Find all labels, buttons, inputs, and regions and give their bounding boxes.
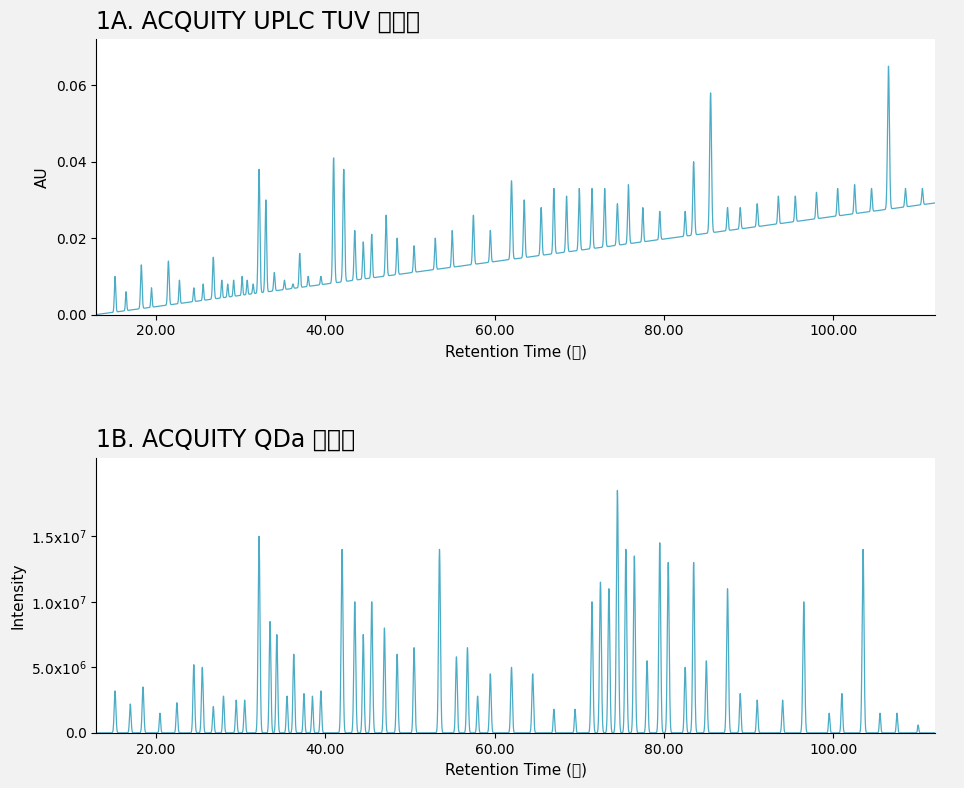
X-axis label: Retention Time (分): Retention Time (分) bbox=[444, 344, 587, 359]
Y-axis label: Intensity: Intensity bbox=[11, 562, 26, 629]
Y-axis label: AU: AU bbox=[36, 166, 50, 188]
Text: 1A. ACQUITY UPLC TUV 検出器: 1A. ACQUITY UPLC TUV 検出器 bbox=[96, 9, 420, 33]
X-axis label: Retention Time (分): Retention Time (分) bbox=[444, 762, 587, 777]
Text: 1B. ACQUITY QDa 検出器: 1B. ACQUITY QDa 検出器 bbox=[96, 428, 356, 452]
